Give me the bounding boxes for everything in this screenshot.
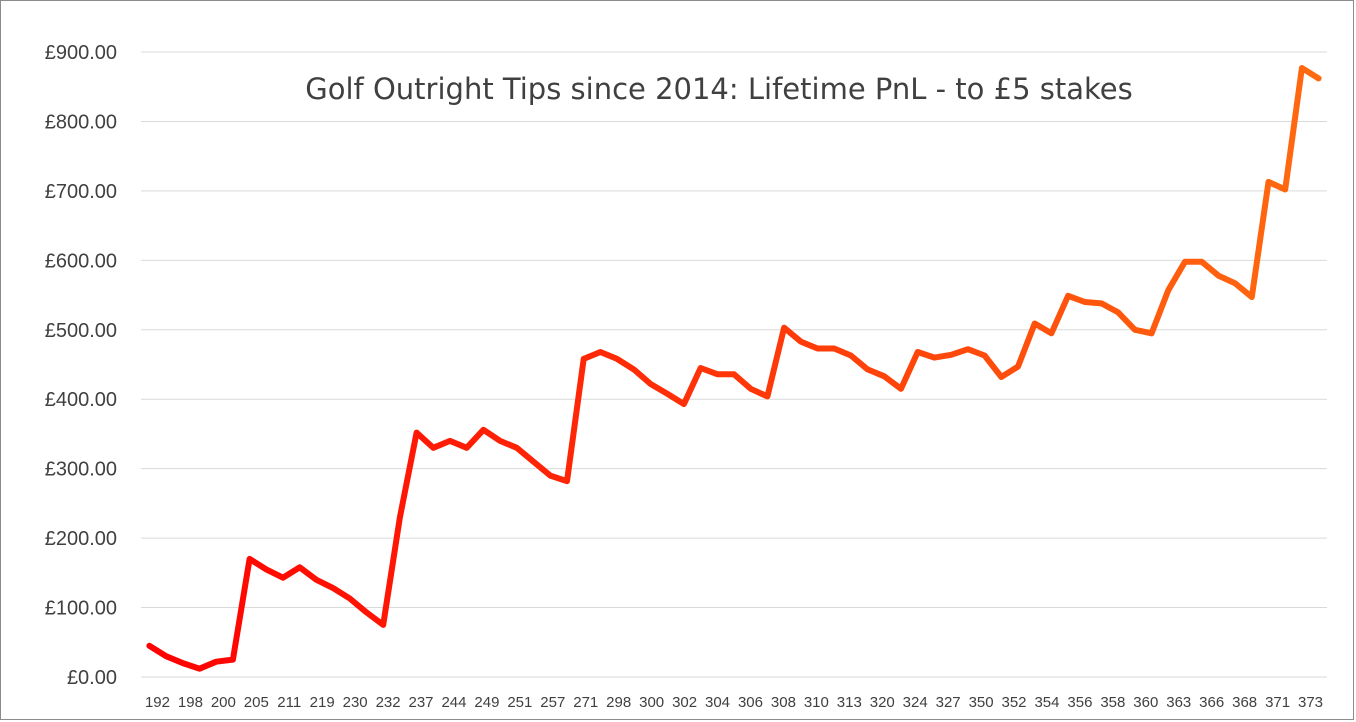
y-tick-label: £500.00 <box>45 320 117 342</box>
x-tick-label: 211 <box>277 694 301 711</box>
x-tick-label: 298 <box>606 694 631 711</box>
series-line <box>146 65 1322 672</box>
y-tick-label: £700.00 <box>45 181 117 203</box>
x-tick-label: 354 <box>1034 694 1059 711</box>
x-tick-label: 237 <box>409 694 434 711</box>
y-tick-label: £300.00 <box>45 459 117 481</box>
x-tick-label: 324 <box>903 694 928 711</box>
x-tick-label: 304 <box>705 694 730 711</box>
x-tick-label: 313 <box>837 694 862 711</box>
x-tick-label: 363 <box>1166 694 1191 711</box>
y-tick-label: £100.00 <box>45 598 117 620</box>
x-tick-label: 360 <box>1133 694 1158 711</box>
x-tick-label: 205 <box>244 694 269 711</box>
x-tick-label: 327 <box>936 694 961 711</box>
x-tick-label: 219 <box>310 694 335 711</box>
x-tick-label: 356 <box>1067 694 1092 711</box>
x-tick-label: 251 <box>507 694 532 711</box>
x-tick-label: 257 <box>540 694 565 711</box>
y-axis-ticks: £0.00 £100.00 £200.00 £300.00 £400.00 £500.00… <box>45 42 117 689</box>
x-tick-label: 230 <box>343 694 368 711</box>
y-tick-label: £200.00 <box>45 528 117 550</box>
chart-title: Golf Outright Tips since 2014: Lifetime … <box>305 72 1132 106</box>
x-tick-label: 371 <box>1265 694 1290 711</box>
x-tick-label: 302 <box>672 694 697 711</box>
y-tick-label: £900.00 <box>45 42 117 64</box>
x-tick-label: 249 <box>474 694 499 711</box>
y-tick-label: £0.00 <box>67 667 117 689</box>
y-tick-label: £400.00 <box>45 389 117 411</box>
x-tick-label: 310 <box>804 694 829 711</box>
x-tick-label: 352 <box>1002 694 1027 711</box>
x-tick-label: 368 <box>1232 694 1257 711</box>
x-tick-label: 198 <box>178 694 203 711</box>
x-tick-label: 200 <box>211 694 236 711</box>
x-tick-label: 306 <box>738 694 763 711</box>
x-tick-label: 373 <box>1298 694 1323 711</box>
gridlines <box>141 51 1327 678</box>
x-tick-label: 271 <box>573 694 598 711</box>
x-tick-label: 350 <box>969 694 994 711</box>
x-tick-label: 320 <box>870 694 895 711</box>
series-layer <box>146 65 1322 672</box>
y-tick-label: £600.00 <box>45 250 117 272</box>
x-tick-label: 366 <box>1199 694 1224 711</box>
x-tick-label: 300 <box>639 694 664 711</box>
y-tick-label: £800.00 <box>45 111 117 133</box>
x-axis-ticks: 192 198 200 205 211 219 230 232 237 244 249 251 257 2… <box>145 694 1323 711</box>
x-tick-label: 244 <box>441 694 466 711</box>
x-tick-label: 308 <box>771 694 796 711</box>
x-tick-label: 358 <box>1100 694 1125 711</box>
x-tick-label: 232 <box>376 694 401 711</box>
x-tick-label: 192 <box>145 694 170 711</box>
